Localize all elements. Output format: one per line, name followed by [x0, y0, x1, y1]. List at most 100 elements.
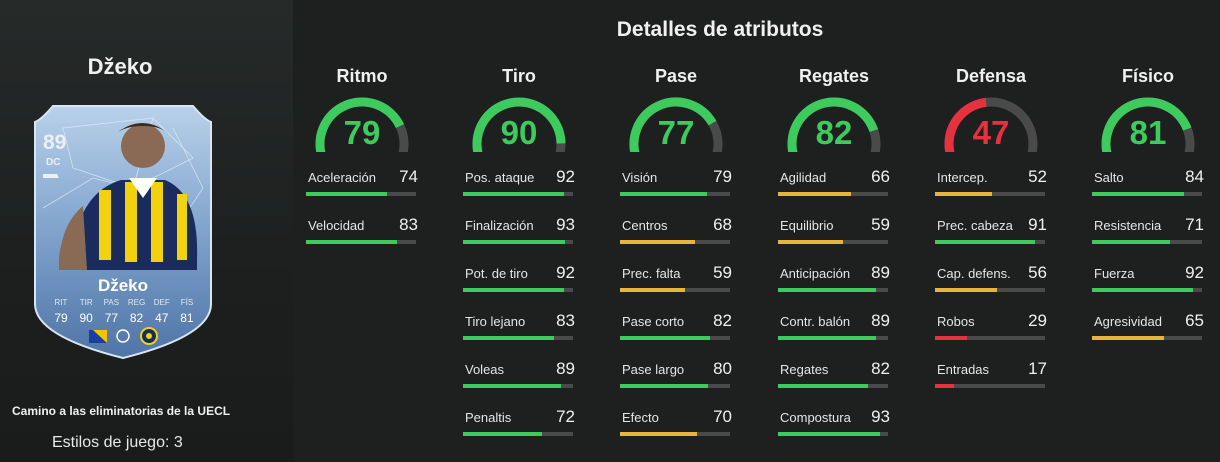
attribute-row[interactable]: Centros 68: [620, 200, 732, 248]
attribute-row[interactable]: Compostura 93: [778, 392, 890, 440]
attribute-bar: [463, 240, 573, 244]
attribute-bar: [935, 288, 1045, 292]
attribute-row[interactable]: Finalización 93: [463, 200, 575, 248]
attribute-row[interactable]: Entradas 17: [935, 344, 1047, 392]
attribute-value: 59: [713, 263, 732, 282]
card-stat-label: TIR: [79, 298, 93, 307]
attribute-bar: [620, 288, 730, 292]
category-column-0: Ritmo 79 Aceleración 74 Velocidad 83: [306, 66, 418, 248]
attribute-name: Voleas: [465, 362, 505, 377]
attribute-bar-fill: [1092, 240, 1171, 244]
attribute-bar-fill: [620, 240, 695, 244]
attribute-bar-fill: [1092, 336, 1164, 340]
card-stat-label: DEF: [153, 298, 170, 307]
attribute-value: 89: [556, 359, 575, 378]
card-stat-values: 79 90 77 82 47 81: [49, 311, 199, 325]
attribute-value: 56: [1028, 263, 1047, 282]
attribute-name: Compostura: [780, 410, 851, 425]
attribute-bar: [778, 288, 888, 292]
attribute-row[interactable]: Pot. de tiro 92: [463, 248, 575, 296]
attribute-row[interactable]: Penaltis 72: [463, 392, 575, 440]
attribute-row[interactable]: Equilibrio 59: [778, 200, 890, 248]
attribute-value: 83: [399, 215, 418, 234]
category-gauge: 77: [620, 94, 732, 152]
card-stat-value: 90: [79, 311, 93, 325]
attribute-bar-fill: [463, 240, 566, 244]
attribute-bar-fill: [463, 432, 543, 436]
attribute-name: Regates: [780, 362, 829, 377]
category-value: 47: [972, 114, 1010, 151]
attribute-value: 92: [556, 167, 575, 186]
attribute-bar-fill: [1092, 192, 1185, 196]
category-value: 90: [500, 114, 538, 151]
attribute-bar-fill: [778, 192, 851, 196]
attribute-row[interactable]: Regates 82: [778, 344, 890, 392]
attribute-row[interactable]: Intercep. 52: [935, 152, 1047, 200]
card-stat-value: 82: [129, 311, 144, 325]
attribute-bar: [935, 192, 1045, 196]
attribute-name: Agilidad: [780, 170, 827, 185]
attribute-row[interactable]: Contr. balón 89: [778, 296, 890, 344]
card-background: [34, 105, 212, 360]
card-stat-value: 47: [155, 311, 169, 325]
category-value: 79: [343, 114, 381, 151]
category-column-2: Pase 77 Visión 79 Centros 68 Prec. falta 59 Pase…: [620, 66, 732, 440]
attribute-name: Efecto: [622, 410, 659, 425]
attribute-value: 52: [1028, 167, 1047, 186]
playstyles-count[interactable]: Estilos de juego: 3: [52, 434, 183, 451]
attribute-row[interactable]: Agresividad 65: [1092, 296, 1204, 344]
attribute-value: 17: [1028, 359, 1047, 378]
attribute-row[interactable]: Tiro lejano 83: [463, 296, 575, 344]
category-column-1: Tiro 90 Pos. ataque 92 Finalización 93 Pot. de…: [463, 66, 575, 440]
boot-icon: [43, 174, 59, 178]
attribute-row[interactable]: Prec. cabeza 91: [935, 200, 1047, 248]
attribute-name: Agresividad: [1094, 314, 1162, 329]
attribute-row[interactable]: Robos 29: [935, 296, 1047, 344]
attribute-row[interactable]: Cap. defens. 56: [935, 248, 1047, 296]
league-logo-icon: [116, 329, 130, 343]
attribute-row[interactable]: Pase corto 82: [620, 296, 732, 344]
attribute-row[interactable]: Pos. ataque 92: [463, 152, 575, 200]
attribute-row[interactable]: Prec. falta 59: [620, 248, 732, 296]
attribute-row[interactable]: Velocidad 83: [306, 200, 418, 248]
attribute-row[interactable]: Efecto 70: [620, 392, 732, 440]
attribute-row[interactable]: Agilidad 66: [778, 152, 890, 200]
attribute-bar-fill: [463, 384, 561, 388]
attribute-row[interactable]: Visión 79: [620, 152, 732, 200]
attribute-name: Prec. falta: [622, 266, 681, 281]
attribute-value: 80: [713, 359, 732, 378]
attribute-value: 92: [556, 263, 575, 282]
attribute-bar: [463, 336, 573, 340]
card-stat-label: RIT: [54, 298, 68, 307]
attribute-bar: [1092, 240, 1202, 244]
attribute-row[interactable]: Pase largo 80: [620, 344, 732, 392]
category-gauge: 82: [778, 94, 890, 152]
gauge-fill: [472, 97, 566, 152]
attribute-name: Anticipación: [780, 266, 851, 281]
attribute-value: 82: [871, 359, 890, 378]
attribute-name: Intercep.: [937, 170, 988, 185]
category-gauge: 90: [463, 94, 575, 152]
card-stat-label: PAS: [103, 298, 120, 307]
attribute-name: Pot. de tiro: [465, 266, 528, 281]
attribute-name: Contr. balón: [780, 314, 851, 329]
attribute-bar: [935, 384, 1045, 388]
attribute-bar: [463, 384, 573, 388]
attribute-bar-fill: [935, 192, 993, 196]
attribute-row[interactable]: Salto 84: [1092, 152, 1204, 200]
attribute-row[interactable]: Aceleración 74: [306, 152, 418, 200]
attribute-name: Visión: [622, 170, 658, 185]
card-stat-labels: RIT TIR PAS REG DEF FÍS: [49, 298, 199, 307]
player-card[interactable]: 89 DC Džeko RIT TIR PAS REG DEF FÍS 79 9…: [33, 98, 213, 360]
attribute-row[interactable]: Anticipación 89: [778, 248, 890, 296]
attribute-bar: [620, 384, 730, 388]
attribute-bar-fill: [778, 384, 869, 388]
attribute-bar-fill: [463, 288, 565, 292]
attribute-row[interactable]: Voleas 89: [463, 344, 575, 392]
attribute-bar-fill: [620, 288, 685, 292]
details-title: Detalles de atributos: [616, 18, 824, 41]
attribute-row[interactable]: Fuerza 92: [1092, 248, 1204, 296]
attribute-row[interactable]: Resistencia 71: [1092, 200, 1204, 248]
gauge-fill: [629, 97, 717, 152]
category-name: Defensa: [955, 66, 1027, 86]
